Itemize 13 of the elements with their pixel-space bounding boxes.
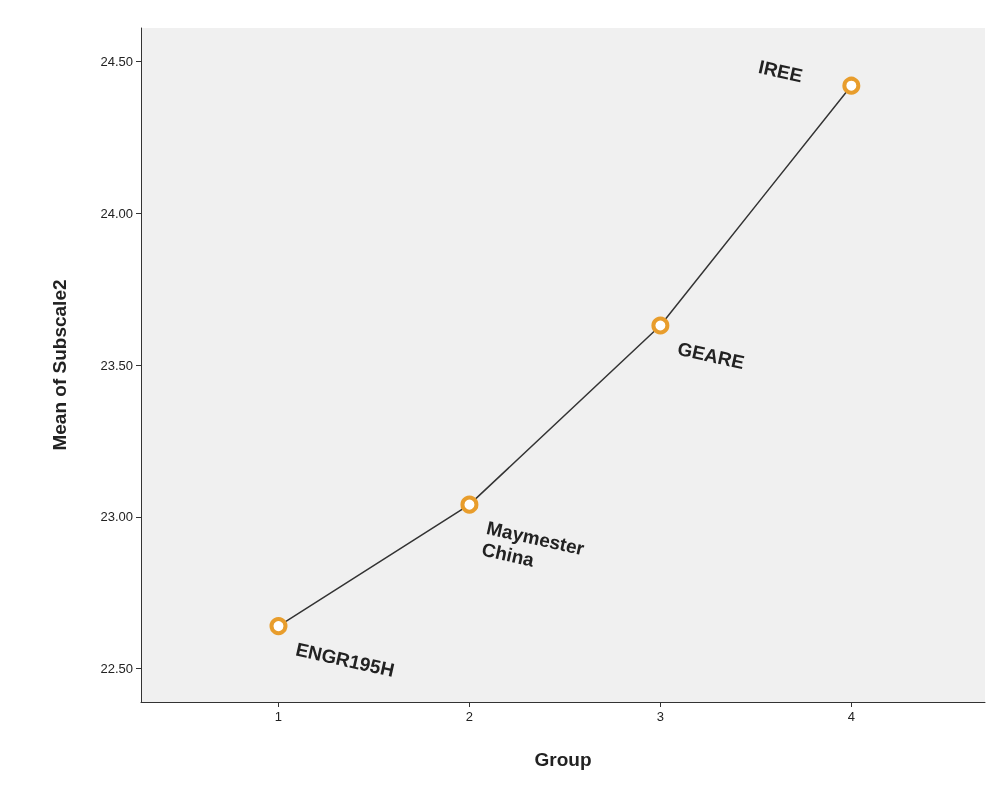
- x-tick-label: 3: [656, 709, 664, 724]
- y-tick-label: 23.00: [100, 509, 133, 525]
- x-tick-label: 1: [274, 709, 283, 724]
- x-axis-title: Group: [534, 749, 592, 770]
- annotation: GEARE: [675, 338, 747, 374]
- annotation: IREE: [756, 56, 805, 87]
- y-tick-label: 23.50: [100, 357, 133, 373]
- y-tick-label: 22.50: [100, 661, 133, 677]
- y-axis-title: Mean of Subscale2: [49, 279, 70, 451]
- y-tick-label: 24.50: [100, 53, 133, 69]
- y-tick-label: 24.00: [100, 205, 133, 221]
- x-tick-label: 2: [465, 709, 474, 724]
- x-tick-label: 4: [847, 709, 855, 724]
